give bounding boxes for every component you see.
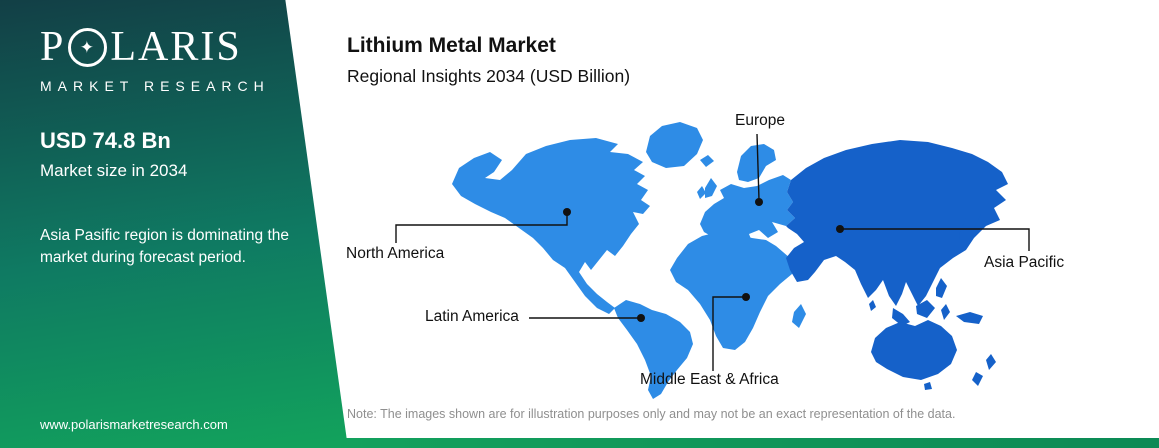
market-size-value: USD 74.8 Bn — [40, 128, 171, 153]
leader-line-asia-pacific — [840, 228, 1030, 251]
website-link[interactable]: www.polarismarketresearch.com — [40, 417, 228, 432]
disclaimer-note: Note: The images shown are for illustrat… — [347, 407, 956, 421]
region-new-zealand-north — [986, 354, 996, 370]
region-uk — [705, 178, 717, 198]
region-sulawesi — [941, 304, 950, 320]
bottom-accent-bar — [280, 438, 1159, 448]
regions-light — [452, 122, 806, 399]
region-australia — [871, 320, 957, 380]
region-greenland — [646, 122, 703, 168]
logo-wordmark: P ✦ LARIS — [40, 26, 348, 68]
marker-dot-asia-pacific — [836, 225, 844, 233]
logo-subtitle: MARKET RESEARCH — [40, 78, 270, 94]
page-title: Lithium Metal Market — [347, 34, 556, 57]
market-size-block: USD 74.8 Bn Market size in 2034 — [40, 128, 348, 181]
region-label-europe: Europe — [735, 112, 785, 129]
region-label-latin-america: Latin America — [425, 308, 519, 325]
page-subtitle: Regional Insights 2034 (USD Billion) — [347, 66, 631, 86]
leader-line-europe — [756, 133, 760, 201]
polaris-logo: P ✦ LARIS MARKET RESEARCH — [40, 26, 348, 94]
region-europe-mainland — [700, 175, 795, 244]
region-south-america — [614, 300, 693, 399]
region-africa — [670, 232, 800, 350]
region-label-middle-east-africa: Middle East & Africa — [640, 371, 779, 388]
region-north-america — [452, 138, 650, 314]
marker-dot-europe — [755, 198, 763, 206]
marker-dot-latin-america — [637, 314, 645, 322]
region-sumatra — [892, 308, 910, 326]
region-borneo — [916, 300, 935, 318]
leader-line-mea — [712, 296, 745, 371]
region-label-asia-pacific: Asia Pacific — [984, 254, 1065, 271]
regions-dark — [786, 140, 1008, 390]
marker-dot-mea — [742, 293, 750, 301]
logo-text-pre: P — [40, 24, 66, 70]
leader-lines — [395, 133, 1030, 371]
region-tasmania — [924, 382, 932, 390]
region-sri-lanka — [869, 300, 876, 311]
region-scandinavia — [737, 144, 776, 182]
logo-text-post: LARIS — [110, 24, 242, 70]
region-ireland — [697, 186, 706, 199]
compass-star-icon: ✦ — [79, 37, 96, 57]
region-japan — [959, 208, 981, 240]
region-label-north-america: North America — [346, 245, 445, 262]
sidebar: P ✦ LARIS MARKET RESEARCH USD 74.8 Bn Mark… — [0, 0, 348, 448]
market-size-label: Market size in 2034 — [40, 161, 188, 180]
chart-header: Lithium Metal Market Regional Insights 2… — [347, 34, 630, 87]
marker-dot-north-america — [563, 208, 571, 216]
leader-line-north-america — [395, 213, 568, 243]
highlight-text: Asia Pasific region is dominating the ma… — [40, 227, 289, 267]
marker-dots — [563, 198, 844, 322]
logo-compass-ring: ✦ — [68, 27, 108, 67]
region-iceland — [700, 155, 714, 167]
region-madagascar — [792, 304, 806, 328]
region-new-guinea — [956, 312, 983, 324]
region-philippines — [936, 278, 947, 298]
region-new-zealand-south — [972, 372, 983, 386]
region-asia — [786, 140, 1008, 306]
